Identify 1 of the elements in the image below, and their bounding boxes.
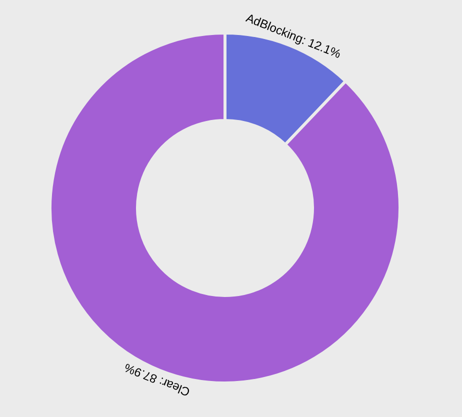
slice-label: Clear: 87.9% bbox=[122, 360, 192, 400]
